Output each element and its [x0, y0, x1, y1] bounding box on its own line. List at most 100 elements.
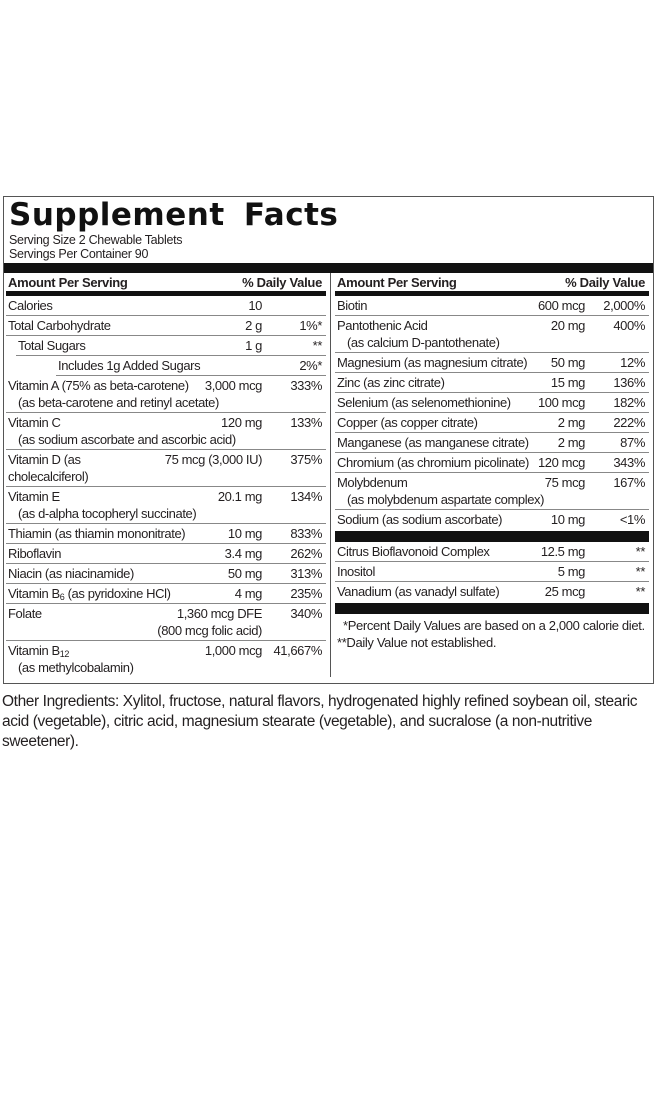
nutrient-source: (as sodium ascorbate and ascorbic acid): [18, 432, 236, 447]
nutrient-daily-value: **: [635, 584, 646, 599]
serving-size: Serving Size 2 Chewable Tablets: [9, 233, 183, 247]
nutrient-amount-cell: 2 mg: [558, 414, 593, 431]
nutrient-name: Vitamin B12: [6, 642, 205, 659]
nutrient-amount-cell: 20.1 mg: [218, 488, 270, 505]
nutrient-amount-cell: 1,360 mcg DFE (800 mcg folic acid): [157, 605, 270, 639]
nutrient-amount: 3,000 mcg: [204, 378, 263, 393]
nutrient-daily-value: <1%: [619, 512, 646, 527]
nutrient-source: (as beta-carotene and retinyl acetate): [18, 395, 219, 410]
amount-per-serving-heading: Amount Per Serving: [337, 275, 457, 290]
nutrient-amount: 3.4 mg: [224, 546, 263, 561]
nutrient-amount-cell: 75 mcg (3,000 IU): [165, 451, 270, 485]
nutrient-amount-cell: 25 mcg: [545, 583, 593, 600]
nutrient-amount: 120 mg: [221, 415, 262, 430]
nutrient-amount-cell: 1 g: [245, 337, 270, 354]
nutrient-daily-value: 400%: [613, 318, 645, 333]
nutrient-amount-cell: 3.4 mg: [225, 545, 270, 562]
nutrient-amount: 50 mg: [227, 566, 263, 581]
nutrient-amount-cell: 75 mcg: [545, 474, 593, 491]
nutrient-amount: 2 mg: [557, 435, 586, 450]
nutrient-amount-cell: 120 mcg: [538, 454, 593, 471]
nutrient-row: Vitamin A (75% as beta-carotene) 3,000 mc…: [6, 376, 326, 413]
nutrient-daily-value: 333%: [290, 378, 322, 393]
nutrient-amount-cell: 10 mg: [551, 511, 593, 528]
nutrient-amount: 5 mg: [557, 564, 586, 579]
nutrient-name: Vitamin D (as cholecalciferol): [8, 452, 89, 484]
nutrient-name: Folate: [8, 606, 42, 621]
nutrient-name: Total Carbohydrate: [8, 318, 111, 333]
divider-thick: [4, 263, 653, 273]
nutrient-amount-cell: 10 mg: [228, 525, 270, 542]
servings-per-container: Servings Per Container 90: [9, 247, 149, 261]
nutrient-amount: 120 mcg: [537, 455, 585, 470]
nutrient-source: (as methylcobalamin): [18, 660, 134, 675]
nutrient-amount-cell: 20 mg: [551, 317, 593, 334]
nutrient-daily-value: **: [635, 564, 646, 579]
nutrient-name-text: Vitamin B: [8, 643, 60, 658]
nutrient-name: Riboflavin: [8, 546, 62, 561]
nutrient-name: Calories: [8, 298, 53, 313]
panel-title: Supplement Facts: [9, 197, 339, 233]
nutrient-row: Vitamin C 120 mg 133% (as sodium ascorbate …: [6, 413, 326, 450]
divider-thick: [335, 603, 649, 614]
nutrient-amount-cell: 100 mcg: [538, 394, 593, 411]
nutrient-daily-value: 340%: [290, 606, 322, 621]
nutrient-row: Chromium (as chromium picolinate) 120 mcg…: [335, 453, 649, 473]
other-ingredients: Other Ingredients: Xylitol, fructose, na…: [2, 693, 638, 750]
nutrient-daily-value: 343%: [613, 455, 645, 470]
nutrient-amount-cell: 15 mg: [551, 374, 593, 391]
nutrient-amount-cell: 50 mg: [228, 565, 270, 582]
nutrient-name: Thiamin (as thiamin mononitrate): [8, 526, 186, 541]
left-column: Amount Per Serving % Daily Value Calorie…: [4, 273, 330, 677]
nutrient-daily-value: 182%: [613, 395, 645, 410]
nutrient-daily-value: 375%: [290, 452, 322, 467]
nutrient-amount: 12.5 mg: [540, 544, 586, 559]
nutrient-row: Vitamin E 20.1 mg 134% (as d-alpha tocopher…: [6, 487, 326, 524]
nutrient-name-text: Vitamin B: [8, 586, 60, 601]
nutrient-name: Molybdenum: [337, 475, 408, 490]
right-header: Amount Per Serving % Daily Value: [335, 273, 649, 291]
nutrient-daily-value: 12%: [620, 355, 645, 370]
nutrient-daily-value: 167%: [613, 475, 645, 490]
nutrient-name: Selenium (as selenomethionine): [337, 395, 511, 410]
nutrient-name: Total Sugars: [18, 338, 86, 353]
footnotes: *Percent Daily Values are based on a 2,0…: [335, 614, 649, 651]
nutrient-daily-value: 313%: [290, 566, 322, 581]
nutrient-amount: 25 mcg: [544, 584, 586, 599]
nutrient-row: Vanadium (as vanadyl sulfate) 25 mcg **: [335, 582, 649, 601]
nutrient-amount-cell: 3,000 mcg: [205, 377, 270, 394]
nutrient-amount-cell: [262, 357, 270, 374]
nutrient-name: Magnesium (as magnesium citrate): [337, 355, 528, 370]
supplement-facts-panel: Supplement Facts Serving Size 2 Chewable…: [3, 196, 654, 684]
nutrient-amount-cell: 10: [248, 297, 270, 314]
columns: Amount Per Serving % Daily Value Calorie…: [4, 273, 653, 677]
nutrient-daily-value: 222%: [613, 415, 645, 430]
right-other-list: Citrus Bioflavonoid Complex 12.5 mg ** Inos…: [335, 542, 649, 601]
nutrient-amount: 2 g: [245, 318, 262, 333]
nutrient-amount-cell: 600 mcg: [538, 297, 593, 314]
nutrient-amount-cell: 2 g: [245, 317, 270, 334]
daily-value-heading: % Daily Value: [565, 275, 645, 290]
daily-value-heading: % Daily Value: [242, 275, 322, 290]
nutrient-row: Sodium (as sodium ascorbate) 10 mg <1%: [335, 510, 649, 529]
nutrient-row: Total Sugars 1 g **: [16, 336, 326, 356]
nutrient-row: Niacin (as niacinamide) 50 mg 313%: [6, 564, 326, 584]
nutrient-amount: 600 mcg: [537, 298, 585, 313]
nutrient-source: (as molybdenum aspartate complex): [347, 492, 545, 507]
divider-thick: [335, 291, 649, 296]
nutrient-amount-cell: 120 mg: [221, 414, 270, 431]
nutrient-name: Chromium (as chromium picolinate): [337, 455, 529, 470]
nutrient-name: Zinc (as zinc citrate): [337, 375, 445, 390]
nutrient-row: Calories 10: [6, 296, 326, 316]
nutrient-row: Zinc (as zinc citrate) 15 mg 136%: [335, 373, 649, 393]
nutrient-row: Manganese (as manganese citrate) 2 mg 87%: [335, 433, 649, 453]
nutrient-amount: 100 mcg: [537, 395, 585, 410]
nutrient-row: Thiamin (as thiamin mononitrate) 10 mg 833…: [6, 524, 326, 544]
nutrient-name: Vitamin C: [8, 415, 61, 430]
nutrient-daily-value: **: [635, 544, 646, 559]
nutrient-row: Folate 1,360 mcg DFE (800 mcg folic acid) 3…: [6, 604, 326, 641]
nutrient-amount-cell: 1,000 mcg: [205, 642, 270, 659]
right-column: Amount Per Serving % Daily Value Biotin 6…: [330, 273, 653, 677]
nutrient-row: Inositol 5 mg **: [335, 562, 649, 582]
nutrient-amount: 15 mg: [550, 375, 586, 390]
